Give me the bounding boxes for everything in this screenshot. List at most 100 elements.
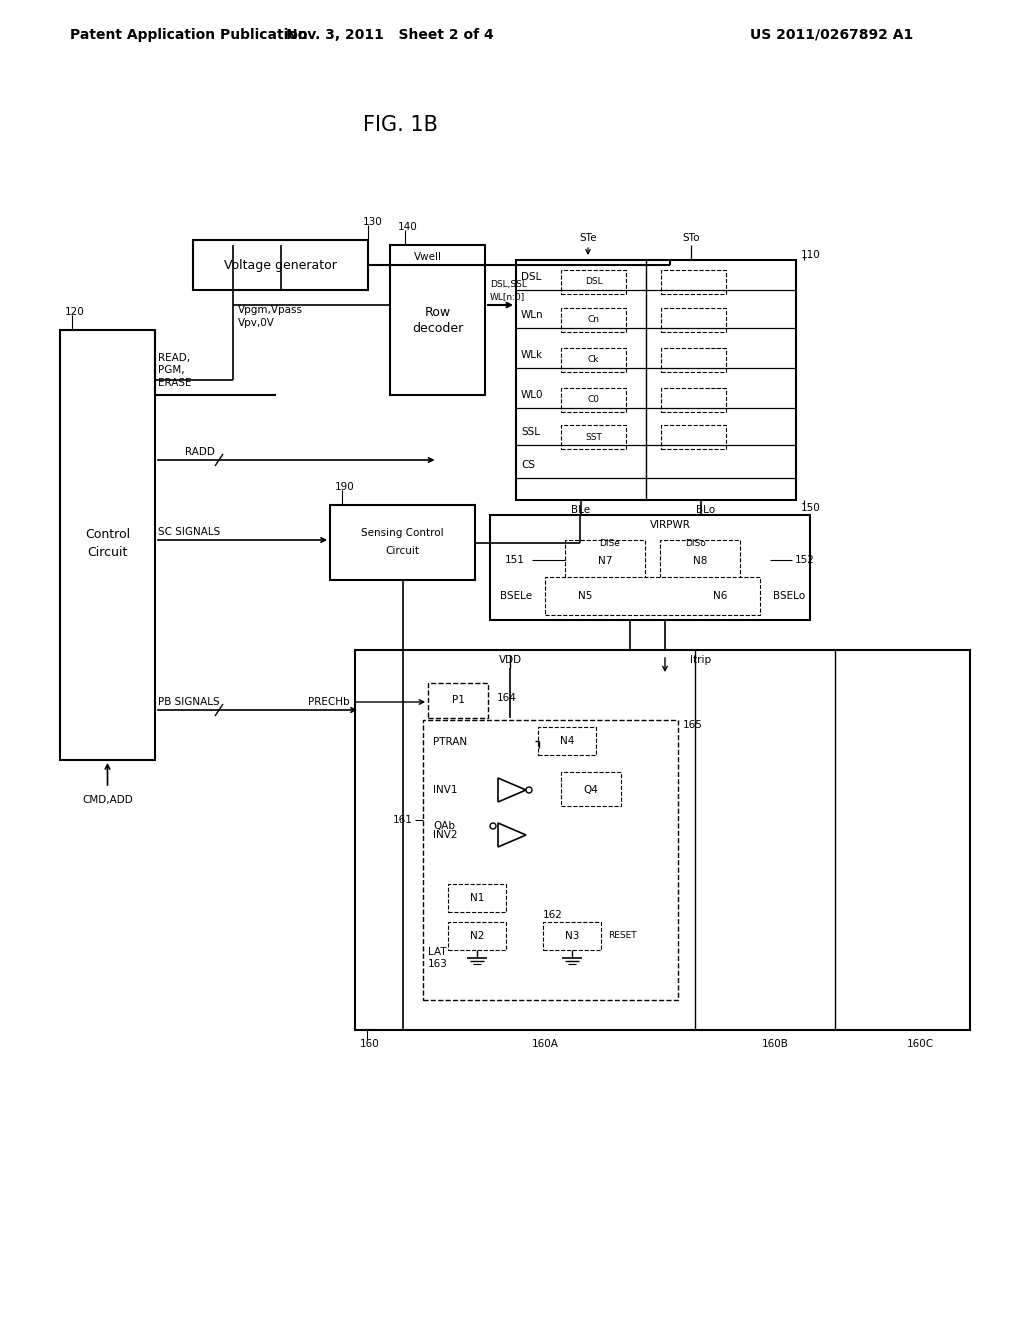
Text: DSL: DSL bbox=[585, 277, 602, 286]
Text: 164: 164 bbox=[497, 693, 517, 704]
Text: . . .: . . . bbox=[708, 381, 724, 391]
Text: Circuit: Circuit bbox=[385, 546, 420, 557]
Text: N7: N7 bbox=[598, 556, 612, 566]
Text: Q4: Q4 bbox=[584, 785, 598, 795]
Bar bbox=[662, 425, 726, 449]
Text: C0: C0 bbox=[588, 396, 599, 404]
Text: QAb: QAb bbox=[433, 821, 455, 832]
Bar bbox=[662, 388, 726, 412]
Text: P1: P1 bbox=[452, 696, 465, 705]
Text: Vpv,0V: Vpv,0V bbox=[238, 318, 274, 327]
Text: PB SIGNALS: PB SIGNALS bbox=[158, 697, 219, 708]
Bar bbox=[60, 330, 155, 760]
Bar bbox=[193, 240, 368, 290]
Bar bbox=[390, 246, 485, 395]
Text: 190: 190 bbox=[335, 482, 354, 492]
Text: Voltage generator: Voltage generator bbox=[224, 259, 337, 272]
Bar bbox=[355, 649, 970, 1030]
Text: N6: N6 bbox=[713, 591, 727, 601]
Text: SST: SST bbox=[585, 433, 602, 441]
Text: ERASE: ERASE bbox=[158, 378, 191, 388]
Text: 160B: 160B bbox=[762, 1039, 788, 1049]
Text: Circuit: Circuit bbox=[87, 546, 128, 560]
Text: 140: 140 bbox=[398, 222, 418, 232]
Text: WL[n:0]: WL[n:0] bbox=[490, 293, 525, 301]
Text: READ,: READ, bbox=[158, 352, 190, 363]
Text: 110: 110 bbox=[801, 249, 821, 260]
Text: Control: Control bbox=[85, 528, 130, 541]
Text: LAT: LAT bbox=[428, 946, 446, 957]
Text: 150: 150 bbox=[801, 503, 821, 513]
Text: Row: Row bbox=[424, 305, 451, 318]
Bar bbox=[516, 260, 796, 500]
Bar bbox=[561, 348, 626, 372]
Text: Sensing Control: Sensing Control bbox=[361, 528, 443, 539]
Text: CS: CS bbox=[521, 459, 535, 470]
Text: Cn: Cn bbox=[588, 315, 599, 325]
Text: decoder: decoder bbox=[412, 322, 463, 334]
Bar bbox=[662, 348, 726, 372]
Text: PTRAN: PTRAN bbox=[433, 737, 467, 747]
Text: VDD: VDD bbox=[499, 655, 521, 665]
Text: CMD,ADD: CMD,ADD bbox=[82, 795, 133, 805]
Text: Itrip: Itrip bbox=[690, 655, 711, 665]
Text: 162: 162 bbox=[543, 909, 563, 920]
Text: 165: 165 bbox=[683, 719, 702, 730]
Text: DSL,SSL: DSL,SSL bbox=[490, 281, 527, 289]
Text: Vwell: Vwell bbox=[414, 252, 442, 261]
Text: INV2: INV2 bbox=[433, 830, 458, 840]
Text: N4: N4 bbox=[560, 737, 574, 746]
Bar bbox=[561, 388, 626, 412]
Text: DSL: DSL bbox=[521, 272, 542, 282]
Text: N5: N5 bbox=[578, 591, 592, 601]
Text: BSELo: BSELo bbox=[773, 591, 805, 601]
Text: 151: 151 bbox=[505, 554, 525, 565]
Text: Nov. 3, 2011   Sheet 2 of 4: Nov. 3, 2011 Sheet 2 of 4 bbox=[286, 28, 494, 42]
Text: STo: STo bbox=[682, 234, 699, 243]
Text: 152: 152 bbox=[795, 554, 815, 565]
Bar bbox=[561, 772, 621, 807]
Bar bbox=[423, 719, 678, 1001]
Text: . . .: . . . bbox=[586, 341, 602, 351]
Text: N3: N3 bbox=[565, 931, 580, 941]
Bar bbox=[662, 308, 726, 333]
Text: 163: 163 bbox=[428, 960, 447, 969]
Text: 130: 130 bbox=[362, 216, 383, 227]
Text: N8: N8 bbox=[693, 556, 708, 566]
Text: STe: STe bbox=[580, 234, 597, 243]
Text: WLk: WLk bbox=[521, 350, 543, 360]
Text: DISo: DISo bbox=[685, 539, 706, 548]
Bar bbox=[660, 540, 740, 582]
Text: BLo: BLo bbox=[696, 506, 716, 515]
Text: SC SIGNALS: SC SIGNALS bbox=[158, 527, 220, 537]
Text: 160A: 160A bbox=[531, 1039, 558, 1049]
Text: WL0: WL0 bbox=[521, 389, 544, 400]
Bar bbox=[662, 271, 726, 294]
Text: 161: 161 bbox=[393, 814, 413, 825]
Text: INV1: INV1 bbox=[433, 785, 458, 795]
Bar bbox=[330, 506, 475, 579]
Bar bbox=[449, 884, 506, 912]
Bar bbox=[543, 921, 601, 950]
Text: Ck: Ck bbox=[588, 355, 599, 364]
Bar bbox=[545, 577, 760, 615]
Text: N1: N1 bbox=[470, 894, 484, 903]
Bar bbox=[428, 682, 488, 718]
Text: FIG. 1B: FIG. 1B bbox=[362, 115, 437, 135]
Text: SSL: SSL bbox=[521, 426, 540, 437]
Bar bbox=[490, 515, 810, 620]
Text: 160C: 160C bbox=[906, 1039, 934, 1049]
Bar bbox=[561, 308, 626, 333]
Bar bbox=[561, 271, 626, 294]
Bar bbox=[565, 540, 645, 582]
Text: RADD: RADD bbox=[185, 447, 215, 457]
Text: PGM,: PGM, bbox=[158, 366, 184, 375]
Text: N2: N2 bbox=[470, 931, 484, 941]
Text: 160: 160 bbox=[360, 1039, 380, 1049]
Text: . . .: . . . bbox=[586, 381, 602, 391]
Text: BSELe: BSELe bbox=[500, 591, 532, 601]
Text: WLn: WLn bbox=[521, 310, 544, 319]
Text: Patent Application Publication: Patent Application Publication bbox=[70, 28, 308, 42]
Bar bbox=[449, 921, 506, 950]
Bar bbox=[538, 727, 596, 755]
